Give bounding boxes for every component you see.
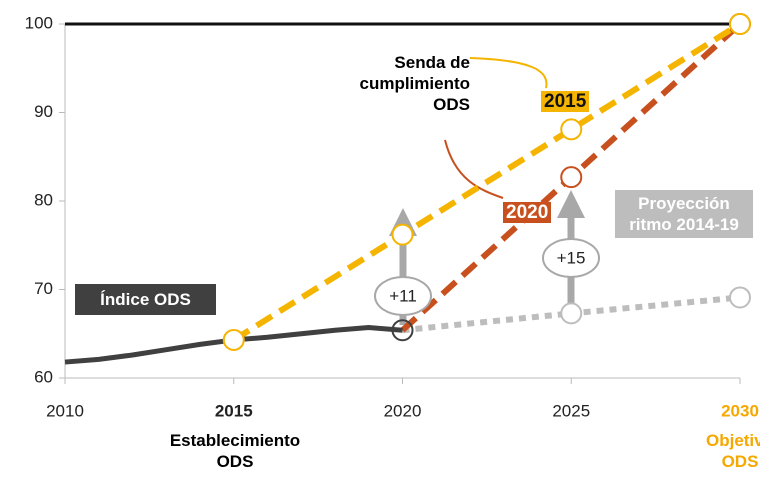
annotation: Establecimiento ODS <box>169 431 301 471</box>
series-label: 2020 <box>503 202 552 223</box>
point-marker <box>222 328 245 351</box>
point-marker <box>560 166 583 189</box>
series-label: 2015 <box>541 91 590 112</box>
y-tick-label: 70 <box>34 279 53 298</box>
point-marker <box>560 118 583 141</box>
y-tick-label: 80 <box>34 190 53 209</box>
y-tick-label: 60 <box>34 367 53 386</box>
x-tick-label: 2015 <box>215 401 253 420</box>
x-tick-label: 2010 <box>46 401 84 420</box>
gain-bubble <box>374 276 432 316</box>
annotation: Senda de cumplimiento ODS <box>359 53 470 114</box>
point-marker <box>729 286 751 309</box>
series-line <box>232 21 742 343</box>
point-marker <box>560 302 583 325</box>
y-tick-label: 90 <box>34 102 53 121</box>
x-tick-label: 2030 <box>721 401 759 420</box>
annotation: Objetivo ODS <box>705 431 760 471</box>
gain-bubble <box>542 238 600 278</box>
x-tick-label: 2025 <box>552 401 590 420</box>
y-tick-label: 100 <box>25 13 53 32</box>
callout <box>469 57 548 89</box>
series-label: Proyección ritmo 2014-19 <box>615 190 753 238</box>
callout <box>444 139 504 199</box>
series-label: Índice ODS <box>75 284 216 315</box>
point-marker <box>391 223 414 246</box>
point-marker <box>729 13 751 35</box>
point-marker <box>391 319 414 342</box>
x-tick-label: 2020 <box>384 401 422 420</box>
gain-label: +15 <box>557 248 586 267</box>
gain-label: +11 <box>389 286 417 305</box>
